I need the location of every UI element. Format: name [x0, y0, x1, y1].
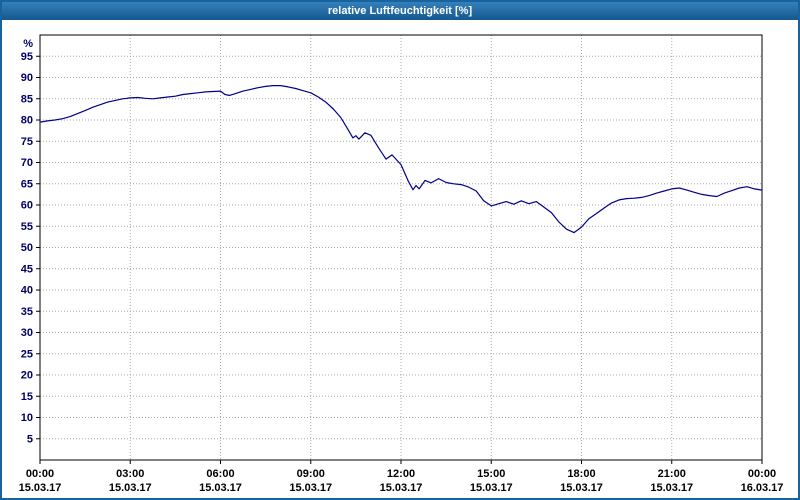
title-bar[interactable]: relative Luftfeuchtigkeit [%]: [2, 2, 798, 20]
y-tick-label: 80: [21, 115, 33, 127]
y-tick-label: 75: [21, 136, 33, 148]
x-tick-date-label: 15.03.17: [199, 482, 242, 494]
x-tick-date-label: 15.03.17: [289, 482, 332, 494]
y-tick-label: 15: [21, 391, 33, 403]
y-tick-label: 85: [21, 93, 33, 105]
y-tick-label: 30: [21, 327, 33, 339]
x-tick-time-label: 15:00: [477, 468, 505, 480]
y-tick-label: 45: [21, 263, 33, 275]
x-tick-time-label: 09:00: [297, 468, 325, 480]
y-tick-label: 35: [21, 306, 33, 318]
axes: [36, 34, 763, 464]
x-tick-date-label: 15.03.17: [650, 482, 693, 494]
x-tick-time-label: 03:00: [116, 468, 144, 480]
y-tick-label: 10: [21, 412, 33, 424]
y-tick-label: 90: [21, 72, 33, 84]
y-tick-label: 65: [21, 178, 33, 190]
y-tick-label: 70: [21, 157, 33, 169]
x-tick-time-label: 12:00: [387, 468, 415, 480]
axis-labels: 5 10 15 20 25 30 35 40 45 50 55 60 65 70 75 80 85 90 95% 00…: [19, 38, 784, 494]
humidity-line: [39, 84, 763, 234]
y-tick-label: 5: [27, 433, 33, 445]
series-humidity: [39, 84, 763, 234]
humidity-line-chart: 5 10 15 20 25 30 35 40 45 50 55 60 65 70 75 80 85 90 95% 00…: [19, 34, 784, 494]
x-tick-time-label: 00:00: [26, 468, 54, 480]
window-title: relative Luftfeuchtigkeit [%]: [327, 5, 473, 17]
grid-lines: [40, 35, 762, 460]
y-axis-unit-label: %: [23, 38, 33, 50]
y-tick-label: 20: [21, 370, 33, 382]
x-tick-date-label: 15.03.17: [19, 482, 62, 494]
x-tick-date-label: 15.03.17: [380, 482, 423, 494]
x-tick-date-label: 16.03.17: [741, 482, 784, 494]
y-tick-label: 55: [21, 221, 33, 233]
y-tick-label: 25: [21, 348, 33, 360]
y-tick-label: 50: [21, 242, 33, 254]
x-tick-date-label: 15.03.17: [470, 482, 513, 494]
x-tick-date-label: 15.03.17: [109, 482, 152, 494]
x-tick-time-label: 21:00: [658, 468, 686, 480]
chart-area: 5 10 15 20 25 30 35 40 45 50 55 60 65 70 75 80 85 90 95% 00…: [2, 20, 798, 498]
x-tick-time-label: 00:00: [748, 468, 776, 480]
x-tick-date-label: 15.03.17: [560, 482, 603, 494]
y-tick-label: 60: [21, 200, 33, 212]
x-tick-time-label: 06:00: [206, 468, 234, 480]
x-tick-time-label: 18:00: [567, 468, 595, 480]
y-tick-label: 95: [21, 51, 33, 63]
y-tick-label: 40: [21, 285, 33, 297]
